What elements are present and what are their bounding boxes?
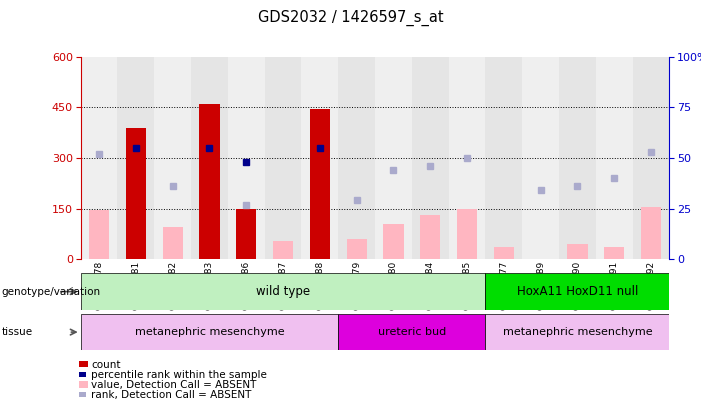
Bar bbox=[559, 57, 596, 259]
Bar bbox=[81, 57, 118, 259]
Bar bbox=[494, 247, 514, 259]
Bar bbox=[125, 128, 146, 259]
Bar bbox=[449, 57, 485, 259]
Bar bbox=[567, 244, 587, 259]
Text: count: count bbox=[91, 360, 121, 369]
Bar bbox=[346, 239, 367, 259]
Text: value, Detection Call = ABSENT: value, Detection Call = ABSENT bbox=[91, 380, 257, 390]
Bar bbox=[420, 215, 440, 259]
Bar bbox=[522, 57, 559, 259]
Text: percentile rank within the sample: percentile rank within the sample bbox=[91, 370, 267, 379]
Bar bbox=[154, 57, 191, 259]
Text: metanephric mesenchyme: metanephric mesenchyme bbox=[503, 327, 652, 337]
Text: wild type: wild type bbox=[256, 285, 310, 298]
Bar bbox=[485, 273, 669, 310]
Bar bbox=[338, 314, 485, 350]
Bar bbox=[163, 227, 183, 259]
Bar bbox=[604, 247, 625, 259]
Bar bbox=[383, 224, 404, 259]
Bar bbox=[301, 57, 338, 259]
Bar bbox=[632, 57, 669, 259]
Bar bbox=[310, 109, 330, 259]
Bar bbox=[375, 57, 412, 259]
Bar bbox=[596, 57, 632, 259]
Text: GDS2032 / 1426597_s_at: GDS2032 / 1426597_s_at bbox=[258, 10, 443, 26]
Bar bbox=[199, 104, 219, 259]
Bar bbox=[485, 314, 669, 350]
Bar bbox=[412, 57, 449, 259]
Text: rank, Detection Call = ABSENT: rank, Detection Call = ABSENT bbox=[91, 390, 252, 400]
Bar bbox=[118, 57, 154, 259]
Bar bbox=[485, 57, 522, 259]
Bar bbox=[81, 273, 485, 310]
Bar bbox=[89, 210, 109, 259]
Bar bbox=[457, 209, 477, 259]
Bar bbox=[273, 241, 293, 259]
Text: HoxA11 HoxD11 null: HoxA11 HoxD11 null bbox=[517, 285, 638, 298]
Text: ureteric bud: ureteric bud bbox=[378, 327, 446, 337]
Bar bbox=[191, 57, 228, 259]
Text: tissue: tissue bbox=[1, 327, 32, 337]
Bar bbox=[81, 314, 338, 350]
Bar bbox=[228, 57, 265, 259]
Text: metanephric mesenchyme: metanephric mesenchyme bbox=[135, 327, 284, 337]
Bar bbox=[265, 57, 301, 259]
Bar bbox=[338, 57, 375, 259]
Text: genotype/variation: genotype/variation bbox=[1, 287, 100, 296]
Bar bbox=[236, 209, 257, 259]
Bar bbox=[641, 207, 661, 259]
